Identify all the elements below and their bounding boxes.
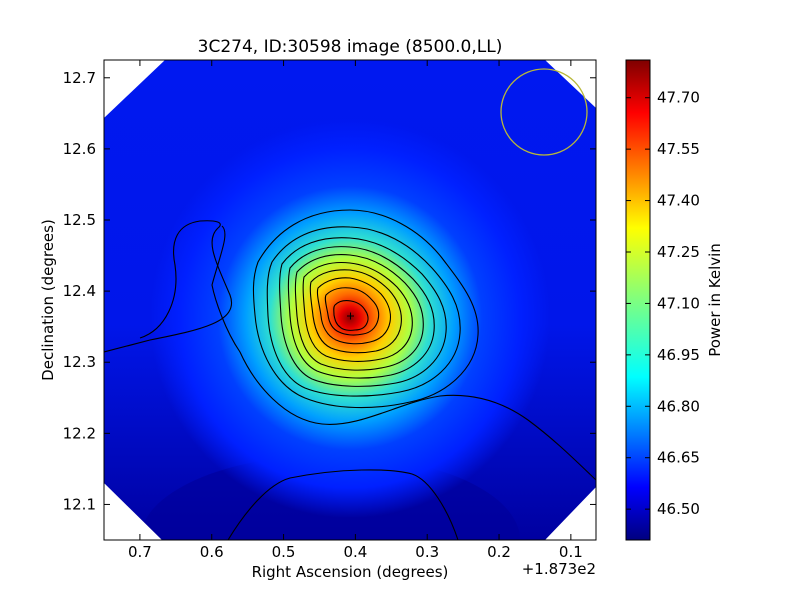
y-tick-label: 12.5 bbox=[63, 211, 96, 229]
contour-level-6 bbox=[302, 261, 413, 362]
colorbar-tick-label: 46.80 bbox=[657, 397, 700, 415]
contour-level-4 bbox=[287, 246, 435, 379]
y-axis-label: Declination (degrees) bbox=[39, 219, 57, 381]
contour-level-2 bbox=[266, 226, 461, 397]
colorbar-ticks: 46.50 46.65 46.80 46.95 47.10 47.25 47.40 47.55… bbox=[626, 89, 700, 518]
x-tick-label: 0.5 bbox=[272, 543, 296, 561]
plot-frame bbox=[103, 59, 597, 541]
y-tick-label: 12.6 bbox=[63, 140, 96, 158]
colorbar-tick-label: 47.25 bbox=[657, 243, 700, 261]
chart-title: 3C274, ID:30598 image (8500.0,LL) bbox=[198, 37, 503, 57]
colorbar-tick-label: 46.65 bbox=[657, 449, 700, 467]
contour-outer-west bbox=[104, 220, 233, 353]
contour-level-5 bbox=[294, 254, 424, 371]
x-tick-label: 0.6 bbox=[200, 543, 224, 561]
colorbar-tick-label: 47.70 bbox=[657, 89, 700, 107]
x-tick-label: 0.3 bbox=[415, 543, 439, 561]
beam-circle bbox=[500, 68, 588, 156]
contour-level-8 bbox=[316, 277, 391, 345]
heatmap-plot bbox=[104, 60, 596, 540]
contour-outer-east bbox=[211, 225, 596, 481]
y-tick-label: 12.2 bbox=[63, 424, 96, 442]
colorbar-tick-label: 47.40 bbox=[657, 192, 700, 210]
y-tick-label: 12.1 bbox=[63, 495, 96, 513]
contour-level-9 bbox=[324, 287, 380, 336]
contour-level-7 bbox=[309, 269, 402, 354]
colorbar-label: Power in Kelvin bbox=[706, 243, 724, 357]
corner-blank-bottom-left bbox=[104, 483, 162, 540]
y-tick-label: 12.7 bbox=[63, 69, 96, 87]
x-axis-offset: +1.873e2 bbox=[522, 560, 596, 578]
colorbar-tick-label: 46.95 bbox=[657, 346, 700, 364]
colorbar bbox=[625, 59, 651, 541]
heatmap-hot-region bbox=[104, 60, 596, 540]
x-tick-label: 0.1 bbox=[559, 543, 583, 561]
x-tick-label: 0.4 bbox=[343, 543, 367, 561]
corner-blank-top-right bbox=[545, 60, 596, 108]
corner-blank-bottom-right bbox=[545, 487, 596, 540]
contour-lines bbox=[104, 209, 596, 540]
x-tick-label: 0.2 bbox=[487, 543, 511, 561]
x-axis-label: Right Ascension (degrees) bbox=[252, 563, 449, 581]
corner-blanks bbox=[104, 60, 596, 540]
colorbar-tick-label: 47.55 bbox=[657, 140, 700, 158]
colorbar-tick-label: 46.50 bbox=[657, 500, 700, 518]
contour-bottom-valley bbox=[227, 469, 459, 540]
contour-level-3 bbox=[279, 237, 447, 387]
x-axis-ticks: 0.7 0.6 0.5 0.4 0.3 0.2 0.1 bbox=[128, 60, 583, 561]
corner-blank-top-left bbox=[104, 60, 165, 118]
y-axis-ticks: 12.1 12.2 12.3 12.4 12.5 12.6 12.7 bbox=[63, 69, 596, 513]
y-tick-label: 12.3 bbox=[63, 353, 96, 371]
y-tick-label: 12.4 bbox=[63, 282, 96, 300]
contour-level-1 bbox=[252, 209, 479, 409]
contour-level-10 bbox=[333, 300, 369, 331]
x-tick-label: 0.7 bbox=[128, 543, 152, 561]
colorbar-tick-label: 47.10 bbox=[657, 294, 700, 312]
